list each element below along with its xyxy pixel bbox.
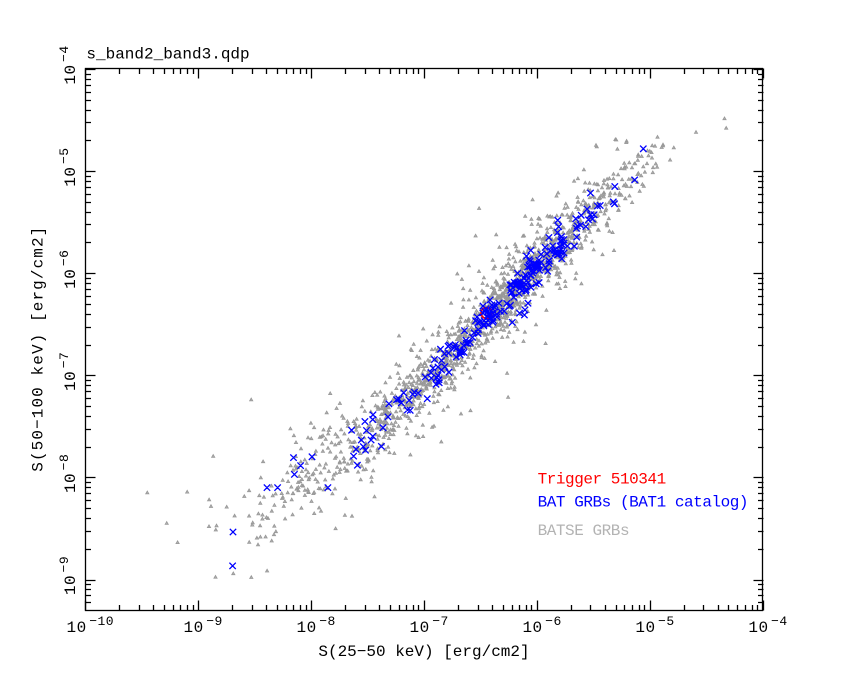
svg-text:s_band2_band3.qdp: s_band2_band3.qdp [86, 46, 249, 64]
svg-text:BAT GRBs (BAT1 catalog): BAT GRBs (BAT1 catalog) [538, 494, 749, 512]
svg-text:BATSE GRBs: BATSE GRBs [538, 522, 630, 540]
svg-text:S(25−50 keV) [erg/cm2]: S(25−50 keV) [erg/cm2] [318, 643, 529, 661]
svg-text:Trigger 510341: Trigger 510341 [538, 471, 666, 489]
svg-text:S(50−100 keV) [erg/cm2]: S(50−100 keV) [erg/cm2] [30, 226, 48, 472]
